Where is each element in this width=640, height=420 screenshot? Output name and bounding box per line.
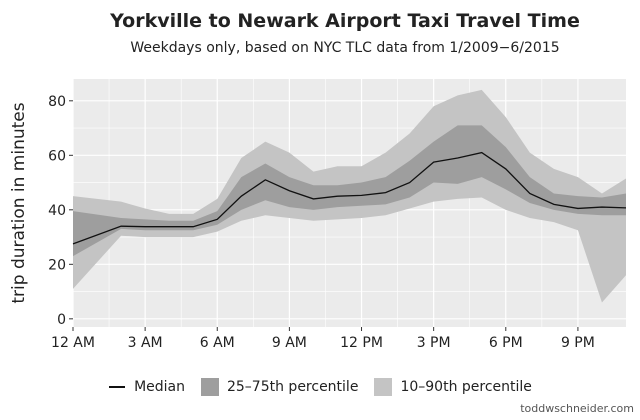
- legend-key-median: [108, 378, 126, 396]
- x-tick-label: 9 PM: [561, 335, 595, 351]
- legend-key-outer-band: [374, 378, 393, 396]
- y-tick-label: 20: [48, 257, 66, 273]
- band-25-75-percentile: [73, 125, 626, 257]
- legend-label-outer-band: 10–90th percentile: [400, 379, 532, 395]
- y-tick-label: 60: [48, 148, 66, 164]
- legend-item-median: Median: [108, 378, 185, 396]
- legend-item-inner-band: 25–75th percentile: [200, 378, 359, 396]
- x-tick-label: 6 AM: [200, 335, 235, 351]
- y-tick-label: 0: [57, 312, 66, 328]
- x-tick-label: 12 AM: [51, 335, 95, 351]
- y-axis-title: trip duration in minutes: [9, 102, 29, 303]
- chart-subtitle: Weekdays only, based on NYC TLC data fro…: [130, 40, 560, 56]
- legend-key-inner-band: [200, 378, 219, 396]
- median-line: [72, 151, 627, 245]
- legend-label-median: Median: [134, 379, 185, 395]
- legend-label-inner-band: 25–75th percentile: [226, 379, 359, 395]
- y-tick-label: 40: [48, 203, 66, 219]
- chart-title: Yorkville to Newark Airport Taxi Travel …: [110, 10, 580, 32]
- y-tick-label: 80: [48, 94, 66, 110]
- x-tick-label: 6 PM: [489, 335, 523, 351]
- chart-legend: Median 25–75th percentile 10–90th percen…: [0, 378, 640, 396]
- legend-item-outer-band: 10–90th percentile: [374, 378, 532, 396]
- x-tick-label: 9 AM: [272, 335, 307, 351]
- x-tick-label: 3 AM: [128, 335, 163, 351]
- x-tick-label: 3 PM: [417, 335, 451, 351]
- credit-text: toddwschneider.com: [520, 402, 634, 415]
- x-tick-label: 12 PM: [340, 335, 383, 351]
- taxi-travel-time-chart: 0 20 40 60 80 12 AM 3 AM 6 AM 9 AM 12 PM 3 PM 6 PM 9…: [9, 79, 627, 351]
